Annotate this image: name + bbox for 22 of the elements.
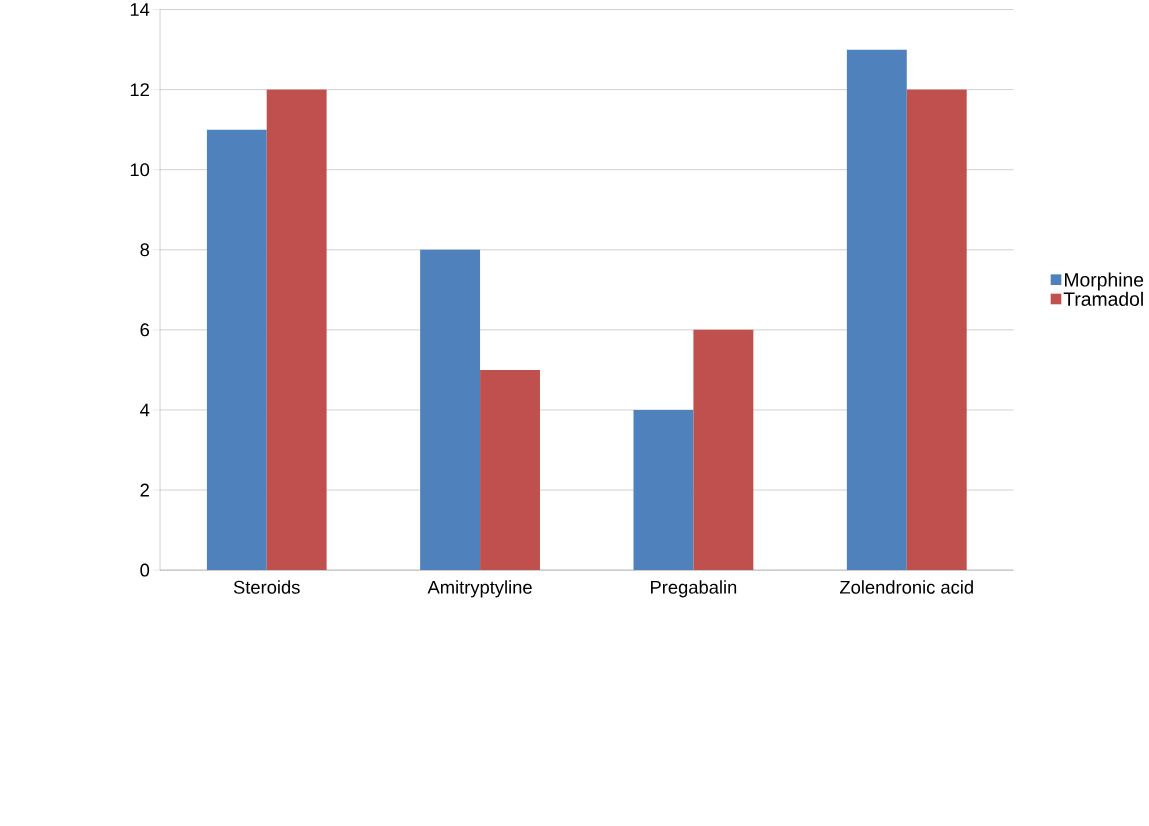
x-tick-label: Pregabalin: [651, 580, 737, 598]
bar: [480, 369, 540, 570]
bar: [633, 409, 694, 570]
y-tick-label: 12: [130, 83, 149, 96]
bar: [846, 49, 907, 570]
bar: [693, 329, 754, 570]
legend-label: Morphine: [1065, 272, 1144, 291]
y-tick-label: 6: [140, 323, 150, 337]
x-tick-label: Amitryptyline: [427, 580, 532, 598]
bar: [206, 129, 267, 570]
x-tick-label: Zolendronic acid: [839, 580, 973, 594]
bar: [266, 89, 327, 570]
x-tick-label: Steroids: [233, 580, 300, 594]
y-tick-label: 14: [130, 3, 150, 16]
y-tick-label: 2: [140, 483, 149, 497]
y-tick-label: 8: [140, 243, 150, 257]
y-tick-label: 4: [140, 403, 150, 417]
bar: [420, 249, 481, 570]
y-tick-label: 10: [130, 163, 150, 177]
bar: [906, 89, 967, 570]
legend-label: Tramadol: [1063, 291, 1143, 306]
y-tick-label: 0: [140, 563, 150, 577]
